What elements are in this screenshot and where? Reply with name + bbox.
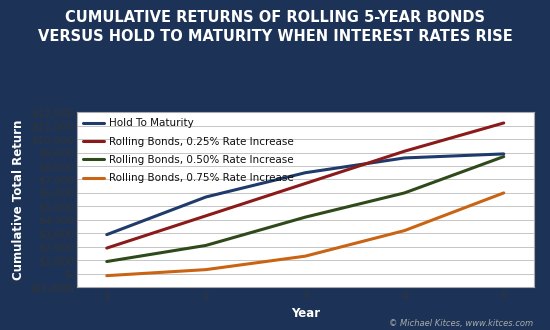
Rolling Bonds, 0.75% Rate Increase <box>302 254 309 258</box>
Rolling Bonds, 0.50% Rate Increase <box>500 155 507 159</box>
Hold To Maturity <box>203 195 210 199</box>
Line: Rolling Bonds, 0.75% Rate Increase: Rolling Bonds, 0.75% Rate Increase <box>107 193 504 276</box>
Rolling Bonds, 0.25% Rate Increase <box>302 182 309 185</box>
Rolling Bonds, 0.25% Rate Increase <box>500 121 507 125</box>
Hold To Maturity <box>401 156 408 160</box>
Rolling Bonds, 0.25% Rate Increase <box>203 214 210 218</box>
Rolling Bonds, 0.75% Rate Increase <box>401 229 408 233</box>
X-axis label: Year: Year <box>291 307 320 320</box>
Rolling Bonds, 0.25% Rate Increase <box>103 246 110 250</box>
Rolling Bonds, 0.50% Rate Increase <box>302 215 309 219</box>
Text: CUMULATIVE RETURNS OF ROLLING 5-YEAR BONDS
VERSUS HOLD TO MATURITY WHEN INTEREST: CUMULATIVE RETURNS OF ROLLING 5-YEAR BON… <box>37 10 513 44</box>
Y-axis label: Cumulative Total Return: Cumulative Total Return <box>12 119 25 280</box>
Rolling Bonds, 0.50% Rate Increase <box>103 260 110 264</box>
Rolling Bonds, 0.75% Rate Increase <box>203 268 210 272</box>
Hold To Maturity <box>500 152 507 156</box>
Line: Rolling Bonds, 0.25% Rate Increase: Rolling Bonds, 0.25% Rate Increase <box>107 123 504 248</box>
Legend: Hold To Maturity, Rolling Bonds, 0.25% Rate Increase, Rolling Bonds, 0.50% Rate : Hold To Maturity, Rolling Bonds, 0.25% R… <box>80 115 297 186</box>
Rolling Bonds, 0.50% Rate Increase <box>203 244 210 248</box>
Line: Hold To Maturity: Hold To Maturity <box>107 154 504 235</box>
Rolling Bonds, 0.75% Rate Increase <box>500 191 507 195</box>
Hold To Maturity <box>302 171 309 175</box>
Rolling Bonds, 0.75% Rate Increase <box>103 274 110 278</box>
Rolling Bonds, 0.25% Rate Increase <box>401 149 408 153</box>
Line: Rolling Bonds, 0.50% Rate Increase: Rolling Bonds, 0.50% Rate Increase <box>107 157 504 262</box>
Text: © Michael Kitces, www.kitces.com: © Michael Kitces, www.kitces.com <box>389 319 534 328</box>
Hold To Maturity <box>103 233 110 237</box>
Rolling Bonds, 0.50% Rate Increase <box>401 191 408 195</box>
